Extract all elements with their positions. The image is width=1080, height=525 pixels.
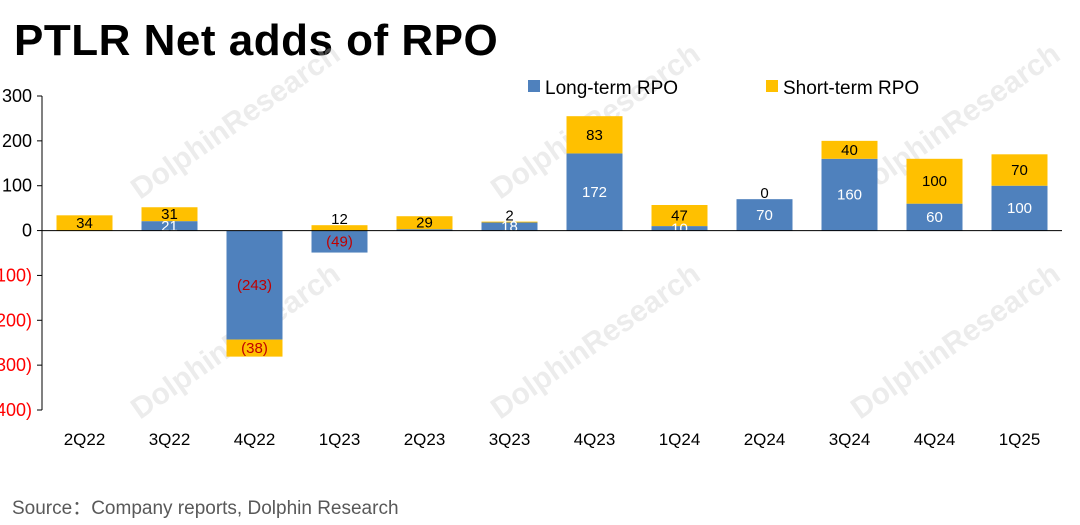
axes: 3002001000(100)(200)(300)(400)2Q223Q224Q… [0, 86, 1062, 449]
short-term-bar-4q24 [906, 158, 963, 204]
long-term-bar-3q24 [821, 158, 878, 231]
x-tick-label: 3Q23 [489, 430, 531, 449]
short-term-label-1q25: 70 [1011, 162, 1028, 179]
source-note: Source：Company reports, Dolphin Research [12, 498, 399, 519]
long-term-label-3q24: 160 [837, 187, 862, 204]
short-term-label-4q24: 100 [922, 173, 947, 190]
short-term-label-4q23: 83 [586, 127, 603, 144]
long-term-label-4q23: 172 [582, 184, 607, 201]
long-term-label-2q24: 70 [756, 207, 773, 224]
long-term-label-4q24: 60 [926, 209, 943, 226]
x-tick-label: 4Q22 [234, 430, 276, 449]
y-tick-label: (200) [0, 310, 32, 330]
short-term-bar-2q22 [56, 215, 113, 231]
y-tick-label: (100) [0, 265, 32, 285]
long-term-bar-3q23 [481, 222, 538, 231]
chart-title: PTLR Net adds of RPO [14, 16, 499, 65]
short-term-bar-3q22 [141, 207, 198, 222]
short-term-bar-3q23 [481, 221, 538, 223]
short-term-label-3q24: 40 [841, 142, 858, 159]
long-term-bar-4q22 [226, 230, 283, 340]
long-term-label-1q23: (49) [326, 234, 353, 251]
y-tick-label: (400) [0, 400, 32, 420]
long-term-label-3q23: 18 [501, 219, 518, 236]
y-tick-label: 0 [22, 221, 32, 241]
short-term-label-1q23: 12 [331, 211, 348, 228]
legend-swatch [528, 80, 540, 92]
y-tick-label: 300 [2, 86, 32, 106]
x-tick-label: 2Q24 [744, 430, 786, 449]
x-tick-label: 4Q24 [914, 430, 956, 449]
short-term-bar-2q23 [396, 216, 453, 230]
x-tick-label: 1Q23 [319, 430, 361, 449]
x-tick-label: 1Q25 [999, 430, 1041, 449]
short-term-bar-1q23 [311, 225, 368, 231]
long-term-bar-2q23 [396, 229, 453, 231]
x-tick-label: 4Q23 [574, 430, 616, 449]
legend-label: Long-term RPO [545, 78, 678, 99]
long-term-bar-1q24 [651, 226, 708, 231]
x-tick-label: 3Q24 [829, 430, 871, 449]
long-term-bar-3q22 [141, 221, 198, 231]
bars [56, 116, 1048, 357]
short-term-bar-1q24 [651, 205, 708, 227]
short-term-label-3q23: 2 [505, 208, 513, 225]
short-term-label-1q24: 47 [671, 208, 688, 225]
y-tick-label: (300) [0, 355, 32, 375]
long-term-bar-2q24 [736, 199, 793, 231]
short-term-bar-1q25 [991, 154, 1048, 186]
legend-swatch [766, 80, 778, 92]
legend-label: Short-term RPO [783, 78, 919, 99]
short-term-label-2q24: 0 [760, 185, 768, 202]
short-term-label-2q23: 29 [416, 215, 433, 232]
short-term-bar-4q22 [226, 339, 283, 357]
y-tick-label: 200 [2, 131, 32, 151]
x-tick-label: 2Q22 [64, 430, 106, 449]
short-term-bar-3q24 [821, 140, 878, 159]
watermark-text: DolphinResearch [845, 257, 1066, 426]
short-term-label-4q22: (38) [241, 340, 268, 357]
long-term-bar-1q25 [991, 185, 1048, 231]
x-tick-label: 3Q22 [149, 430, 191, 449]
short-term-bar-4q23 [566, 116, 623, 154]
y-tick-label: 100 [2, 176, 32, 196]
long-term-bar-1q23 [311, 230, 368, 253]
watermark-text: DolphinResearch [485, 257, 706, 426]
long-term-bar-4q23 [566, 153, 623, 231]
long-term-label-1q25: 100 [1007, 200, 1032, 217]
watermark-text: DolphinResearch [125, 37, 346, 206]
long-term-label-1q24: 10 [671, 220, 688, 237]
short-term-label-3q22: 31 [161, 206, 178, 223]
x-tick-label: 1Q24 [659, 430, 701, 449]
long-term-bar-4q24 [906, 203, 963, 231]
legend: Long-term RPO Short-term RPO [528, 78, 919, 99]
short-term-label-2q22: 34 [76, 215, 93, 232]
long-term-label-4q22: (243) [237, 277, 272, 294]
x-tick-label: 2Q23 [404, 430, 446, 449]
